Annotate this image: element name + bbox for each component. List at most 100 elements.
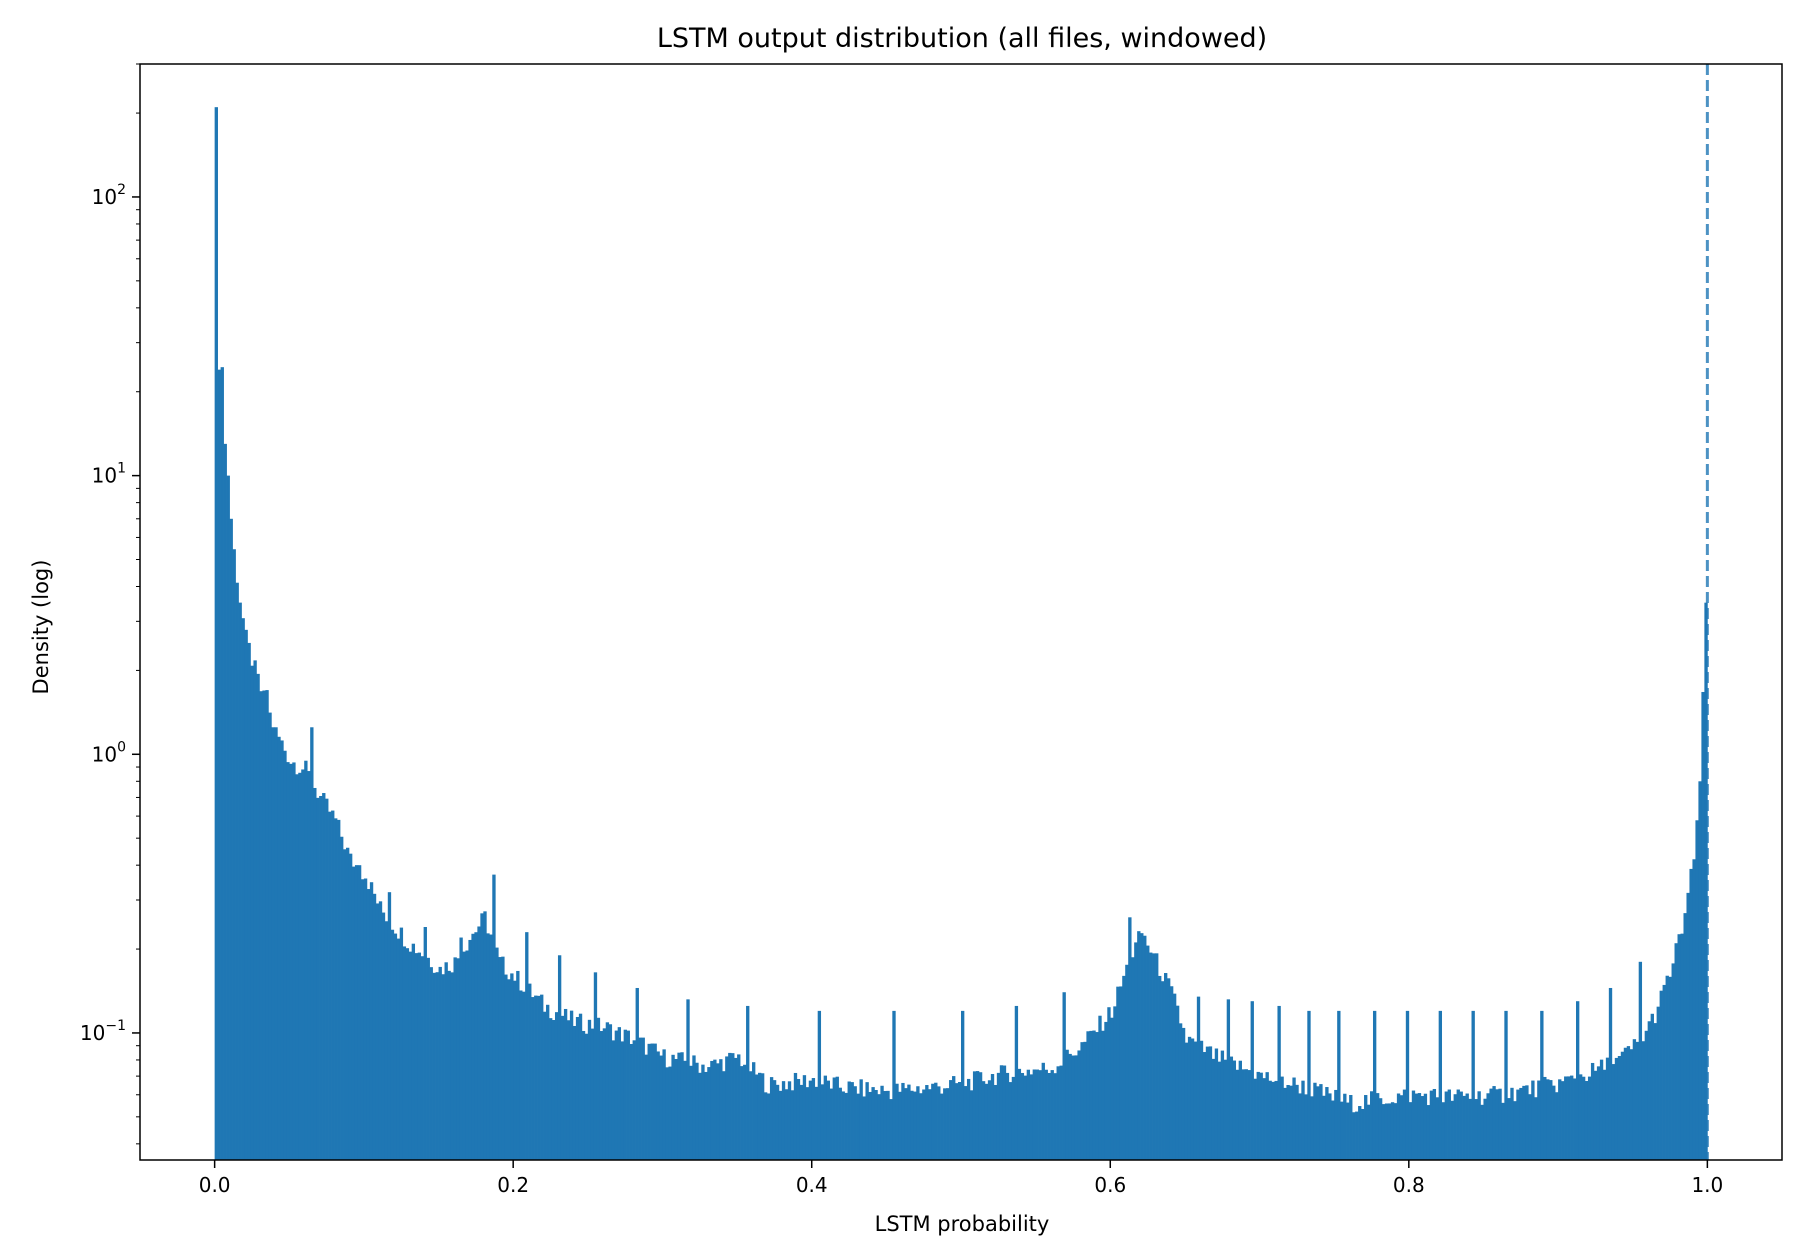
histogram-bar [823, 1075, 828, 1160]
histogram-bar [1089, 1030, 1093, 1160]
histogram-bar [1220, 1050, 1225, 1160]
histogram-bar [820, 1084, 825, 1160]
histogram-bar [1062, 992, 1066, 1160]
histogram-bar [1053, 1073, 1057, 1160]
histogram-bar [847, 1081, 851, 1160]
histogram-bar [1056, 1066, 1060, 1160]
histogram-bar [1283, 1087, 1287, 1160]
histogram-bar [1167, 978, 1171, 1160]
histogram-bar [501, 956, 505, 1160]
histogram-bar [955, 1083, 959, 1160]
histogram-bar [1304, 1094, 1308, 1160]
histogram-bar [1131, 957, 1135, 1160]
histogram-bar [572, 1025, 577, 1160]
histogram-bar [375, 903, 380, 1160]
histogram-bar [704, 1071, 708, 1160]
histogram-bar [811, 1078, 816, 1160]
histogram-bar [1456, 1089, 1460, 1160]
histogram-bar [746, 1005, 750, 1160]
histogram-bar [1375, 1093, 1380, 1160]
histogram-bar [1525, 1085, 1529, 1160]
histogram-bar [1444, 1091, 1448, 1160]
histogram-bar [393, 933, 398, 1160]
histogram-bar [925, 1085, 929, 1160]
histogram-bar [1289, 1085, 1293, 1160]
histogram-bar [1077, 1050, 1081, 1160]
histogram-bar [1193, 1041, 1198, 1160]
histogram-bar [1110, 1017, 1114, 1160]
histogram-bar [1280, 1076, 1284, 1160]
histogram-bar [596, 1017, 601, 1160]
histogram-bar [381, 912, 386, 1160]
histogram-bar [1578, 1074, 1583, 1160]
histogram-bar [844, 1092, 848, 1160]
histogram-bar [1689, 868, 1693, 1160]
histogram-bar [1038, 1070, 1042, 1160]
histogram-bar [1596, 1066, 1601, 1160]
histogram-bar [1623, 1047, 1628, 1160]
histogram-bar [623, 1029, 627, 1160]
histogram-bar [369, 882, 374, 1160]
histogram-bar [1677, 934, 1681, 1160]
histogram-bar [334, 818, 338, 1160]
histogram-bar [1316, 1086, 1320, 1160]
histogram-bar [304, 760, 308, 1160]
histogram-bar [325, 798, 329, 1160]
histogram-bar [516, 970, 520, 1160]
histogram-bar [1259, 1072, 1263, 1160]
histogram-bar [426, 957, 430, 1160]
histogram-bar [1438, 1010, 1443, 1160]
histogram-bar [826, 1080, 830, 1160]
histogram-bar [934, 1082, 938, 1160]
histogram-bar [1241, 1069, 1245, 1160]
histogram-bar [993, 1084, 998, 1160]
histogram-bar [1322, 1095, 1326, 1160]
histogram-bar [1522, 1085, 1526, 1160]
histogram-bar [411, 943, 416, 1160]
histogram-bar [357, 865, 362, 1160]
histogram-bar [1074, 1055, 1078, 1160]
histogram-bar [644, 1054, 648, 1160]
histogram-bar [1402, 1089, 1407, 1160]
histogram-bar [1035, 1069, 1039, 1160]
histogram-bar [614, 1030, 619, 1160]
histogram-bar [459, 937, 463, 1160]
histogram-bar [1384, 1103, 1389, 1160]
histogram-bar [1134, 942, 1138, 1160]
histogram-bar [1011, 1076, 1016, 1160]
histogram-bar [534, 995, 538, 1160]
histogram-bar [1047, 1072, 1051, 1160]
histogram-bar [611, 1040, 616, 1160]
histogram-bar [1265, 1072, 1269, 1160]
histogram-bar [274, 727, 278, 1160]
histogram-bar [1181, 1027, 1186, 1160]
histogram-bar [1223, 1059, 1228, 1160]
histogram-bar [1411, 1090, 1416, 1160]
histogram-bar [1608, 987, 1613, 1160]
histogram-bar [238, 602, 242, 1160]
histogram-bar [605, 1022, 610, 1160]
histogram-bar [492, 874, 496, 1160]
histogram-bar [1573, 1078, 1577, 1160]
histogram-bar [647, 1043, 651, 1160]
histogram-bar [710, 1060, 714, 1160]
histogram-bar [662, 1049, 666, 1160]
histogram-bar [689, 1065, 693, 1160]
histogram-bar [1229, 1056, 1234, 1160]
histogram-bar [722, 1071, 726, 1160]
histogram-bar [808, 1080, 813, 1160]
histogram-bar [1450, 1100, 1454, 1160]
histogram-bar [522, 991, 526, 1160]
histogram-bar [1331, 1100, 1335, 1160]
histogram-bar [423, 927, 427, 1160]
histogram-bar [1226, 999, 1231, 1160]
histogram-bar [731, 1053, 735, 1160]
histogram-bar [280, 740, 284, 1160]
histogram-bar [1474, 1099, 1478, 1160]
histogram-bar [990, 1074, 995, 1160]
histogram-bar [871, 1087, 875, 1160]
histogram-bar [217, 369, 221, 1160]
histogram-bar [743, 1064, 747, 1160]
histogram-bar [1617, 1056, 1622, 1160]
histogram-bar [337, 819, 341, 1160]
